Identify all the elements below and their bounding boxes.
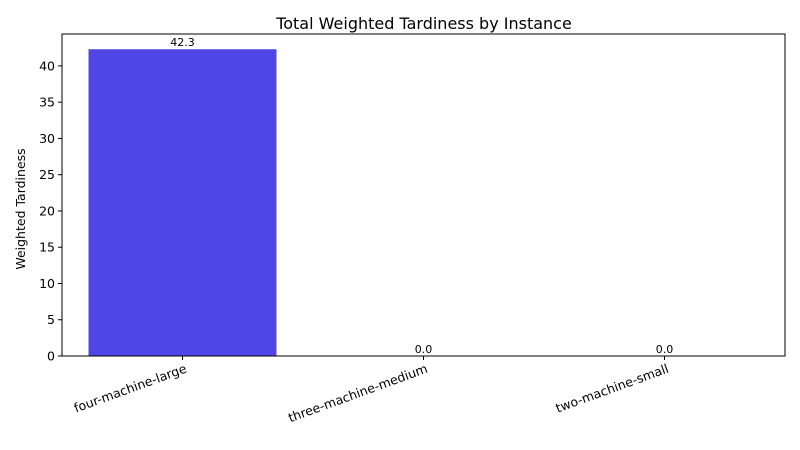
chart-title: Total Weighted Tardiness by Instance	[275, 14, 572, 33]
value-label-three-machine-medium: 0.0	[415, 343, 433, 356]
y-tick-label: 20	[39, 203, 55, 218]
x-tick-label-two-machine-small: two-machine-small	[554, 361, 671, 416]
bar-four-machine-large	[88, 49, 277, 356]
value-labels-group: 42.3 0.0 0.0	[170, 36, 673, 356]
y-tick-label: 5	[47, 312, 55, 327]
y-tick-label: 0	[47, 349, 55, 364]
y-tick-label: 40	[39, 58, 55, 73]
plot-frame	[61, 33, 786, 357]
bars-group	[88, 49, 277, 356]
y-tick-label: 30	[39, 131, 55, 146]
y-tick-label: 35	[39, 95, 55, 110]
y-tick-label: 15	[39, 240, 55, 255]
y-tick-label: 25	[39, 167, 55, 182]
y-axis-label: Weighted Tardiness	[13, 148, 28, 269]
y-tick-label: 10	[39, 276, 55, 291]
x-tick-label-three-machine-medium: three-machine-medium	[286, 361, 429, 425]
y-axis: 0 5 10 15 20 25 30 35 40	[39, 58, 62, 364]
x-tick-label-four-machine-large: four-machine-large	[72, 361, 189, 416]
value-label-two-machine-small: 0.0	[656, 343, 674, 356]
x-axis: four-machine-large three-machine-medium tw…	[72, 356, 671, 425]
value-label-four-machine-large: 42.3	[170, 36, 195, 49]
